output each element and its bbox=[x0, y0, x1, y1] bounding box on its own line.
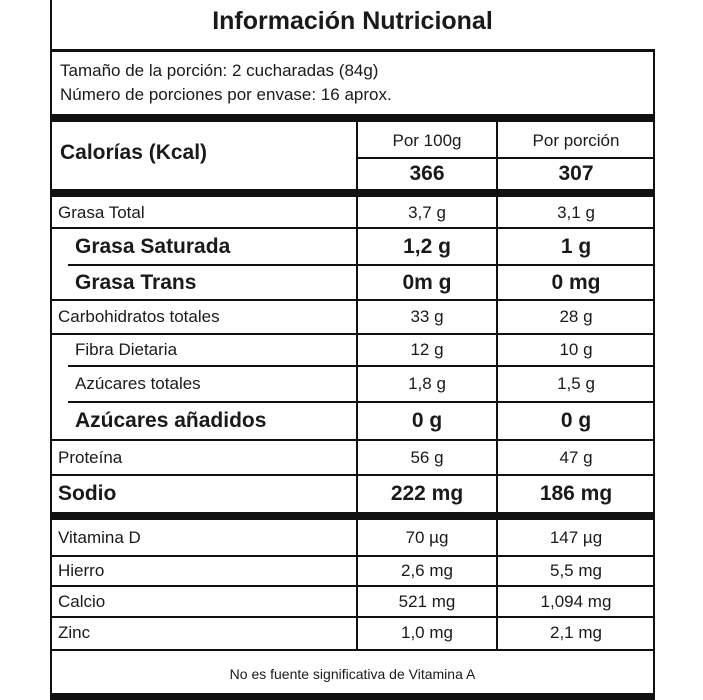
footnote: No es fuente significativa de Vitamina A bbox=[229, 666, 476, 682]
row-value: 56 g bbox=[410, 447, 444, 467]
row-value: 186 mg bbox=[539, 481, 613, 505]
row-label: Proteína bbox=[58, 447, 123, 467]
row-label: Carbohidratos totales bbox=[58, 307, 220, 326]
thick-rule bbox=[50, 693, 655, 700]
rule bbox=[68, 401, 655, 403]
thick-rule bbox=[50, 189, 655, 197]
row-value: 1,094 mg bbox=[540, 591, 612, 611]
row-value: 1,0 mg bbox=[401, 623, 453, 642]
rule bbox=[357, 157, 655, 159]
rule bbox=[50, 299, 655, 301]
rule bbox=[50, 474, 655, 476]
row-label: Calcio bbox=[58, 591, 106, 611]
row-value: 70 µg bbox=[405, 528, 449, 547]
row-value: 33 g bbox=[410, 307, 444, 326]
rule bbox=[50, 585, 655, 587]
row-value: 0 g bbox=[560, 409, 592, 432]
column-divider bbox=[496, 122, 498, 650]
rule bbox=[68, 365, 655, 367]
row-label: Azúcares totales bbox=[75, 374, 201, 393]
row-value: 2,1 mg bbox=[550, 623, 602, 642]
rule bbox=[50, 333, 655, 335]
column-header: Por porción bbox=[532, 131, 620, 150]
row-value: 12 g bbox=[410, 340, 444, 359]
rule bbox=[50, 616, 655, 618]
row-label: Hierro bbox=[58, 561, 105, 580]
row-value: 1,5 g bbox=[557, 374, 595, 393]
thick-rule bbox=[50, 114, 655, 122]
rule bbox=[50, 555, 655, 557]
row-value: 1,8 g bbox=[408, 374, 446, 393]
thick-rule bbox=[50, 512, 655, 520]
border bbox=[50, 0, 52, 700]
row-value: 147 µg bbox=[549, 528, 603, 547]
rule bbox=[68, 264, 655, 266]
row-label: Grasa Trans bbox=[75, 270, 197, 294]
calories-label: Calorías (Kcal) bbox=[60, 141, 208, 164]
row-label: Azúcares añadidos bbox=[75, 409, 267, 432]
row-value: 5,5 mg bbox=[550, 561, 602, 580]
servings-per-container: Número de porciones por envase: 16 aprox… bbox=[60, 85, 392, 104]
row-value: 3,1 g bbox=[557, 202, 595, 222]
row-value: 0 mg bbox=[551, 270, 601, 294]
border bbox=[653, 50, 655, 700]
calories-value: 307 bbox=[558, 162, 594, 185]
row-value: 0 g bbox=[411, 409, 443, 432]
row-value: 1 g bbox=[560, 234, 592, 258]
row-label: Zinc bbox=[58, 623, 91, 642]
row-value: 47 g bbox=[559, 447, 593, 467]
row-label: Grasa Saturada bbox=[75, 234, 231, 258]
rule bbox=[50, 49, 655, 52]
column-divider bbox=[356, 122, 358, 650]
row-value: 3,7 g bbox=[408, 202, 446, 222]
rule bbox=[50, 649, 655, 651]
rule bbox=[50, 439, 655, 441]
title: Información Nutricional bbox=[212, 6, 493, 35]
row-value: 521 mg bbox=[398, 591, 456, 611]
row-value: 222 mg bbox=[390, 481, 464, 505]
row-label: Fibra Dietaria bbox=[75, 340, 178, 359]
row-value: 1,2 g bbox=[403, 234, 451, 258]
serving-size: Tamaño de la porción: 2 cucharadas (84g) bbox=[60, 61, 379, 80]
column-header: Por 100g bbox=[392, 131, 462, 150]
row-value: 28 g bbox=[559, 307, 593, 326]
calories-value: 366 bbox=[409, 162, 445, 185]
row-value: 10 g bbox=[559, 340, 593, 359]
row-label: Vitamina D bbox=[58, 528, 141, 547]
row-value: 2,6 mg bbox=[401, 561, 453, 580]
row-label: Grasa Total bbox=[58, 202, 145, 222]
rule bbox=[50, 227, 655, 229]
row-value: 0m g bbox=[402, 270, 452, 294]
row-label: Sodio bbox=[58, 481, 117, 505]
